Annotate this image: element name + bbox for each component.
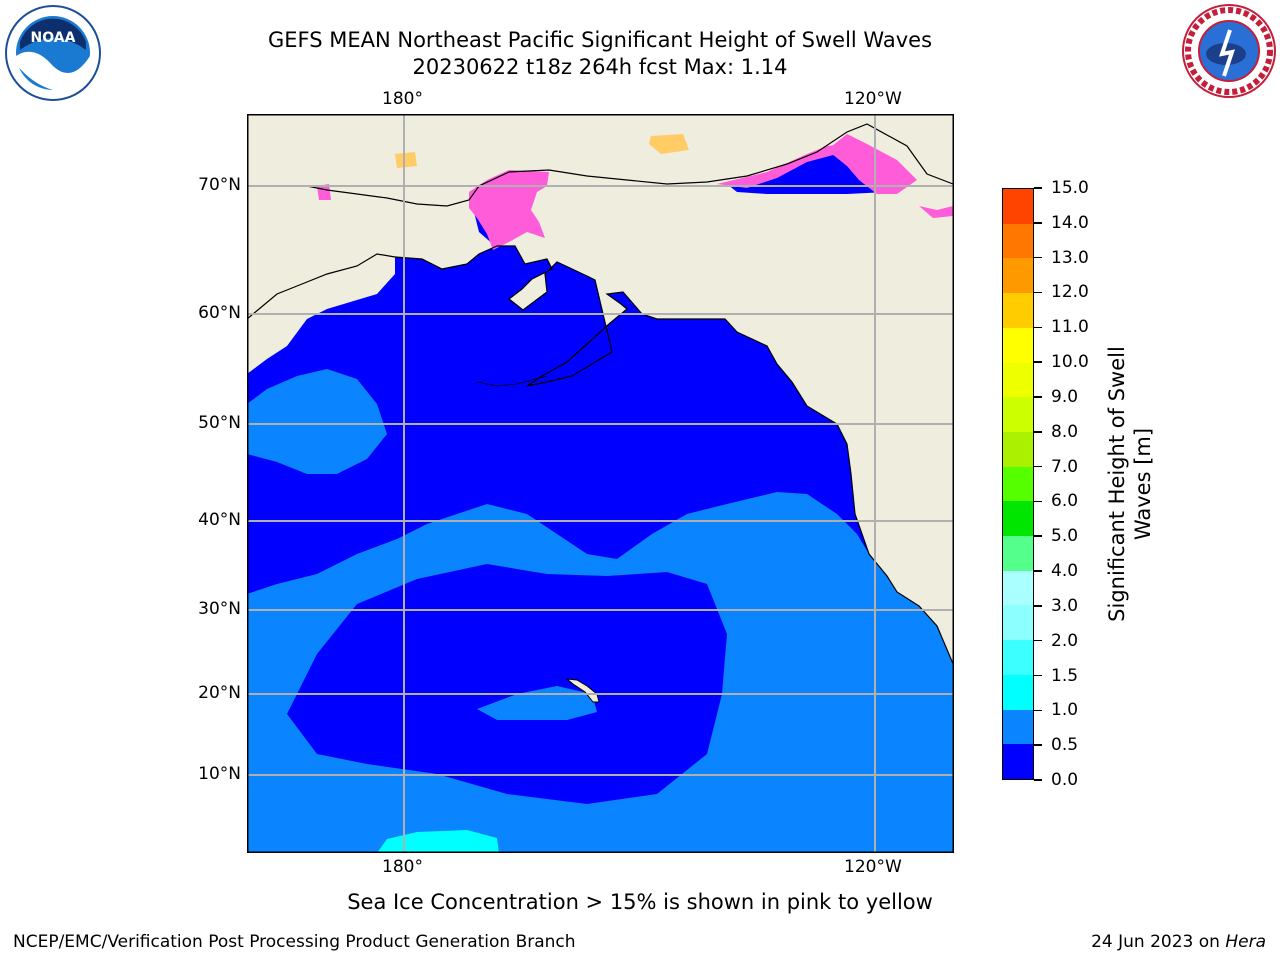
colorbar-tick	[1034, 361, 1042, 363]
lat-label-20n: 20°N	[198, 683, 241, 703]
sea-ice-beaufort	[717, 144, 843, 188]
footer-host: Hera	[1225, 932, 1266, 952]
noaa-logo: NOAA	[5, 5, 101, 101]
lon-label-120w-bottom: 120°W	[844, 857, 902, 877]
colorbar-tick-label: 4.0	[1051, 561, 1079, 582]
sea-ice-chukchi	[469, 170, 549, 250]
colorbar-segment	[1003, 640, 1033, 675]
swell-height-map	[247, 114, 954, 853]
colorbar-tick-label: 12.0	[1051, 282, 1089, 303]
sea-ice-east	[919, 206, 953, 218]
colorbar-tick	[1034, 605, 1042, 607]
colorbar-tick-label: 10.0	[1051, 352, 1089, 373]
colorbar-segment	[1003, 223, 1033, 259]
lat-label-70n: 70°N	[198, 175, 241, 195]
ocean-low-subtropic-pocket	[287, 564, 727, 804]
colorbar-tick	[1034, 187, 1042, 189]
colorbar-label: Significant Height of Swell Waves [m]	[1104, 329, 1156, 639]
ocean-mid-west-patch	[247, 369, 387, 474]
colorbar-tick-label: 14.0	[1051, 212, 1089, 233]
sea-ice-note: Sea Ice Concentration > 15% is shown in …	[347, 890, 933, 914]
colorbar-tick-label: 3.0	[1051, 595, 1079, 616]
sea-ice-west	[317, 184, 331, 200]
colorbar-tick	[1034, 396, 1042, 398]
colorbar-tick-label: 13.0	[1051, 247, 1089, 268]
coastline-alaska	[394, 245, 954, 667]
colorbar-segment	[1003, 189, 1033, 224]
colorbar-tick-label: 0.5	[1051, 735, 1079, 756]
hawaii-islands	[565, 678, 600, 703]
sea-ice-wrangel	[395, 152, 417, 168]
colorbar-tick-label: 6.0	[1051, 491, 1079, 512]
colorbar-tick-label: 15.0	[1051, 178, 1089, 198]
coastline-arctic	[247, 123, 954, 207]
nws-logo	[1182, 4, 1276, 98]
lat-label-10n: 10°N	[198, 764, 241, 784]
colorbar-segment	[1003, 536, 1033, 571]
footer-date: 24 Jun 2023 on	[1091, 932, 1226, 952]
colorbar-segment	[1003, 570, 1033, 606]
colorbar-tick	[1034, 570, 1042, 572]
colorbar-tick	[1034, 535, 1042, 537]
colorbar-segment	[1003, 362, 1033, 398]
colorbar-segment	[1003, 605, 1033, 641]
colorbar-segment	[1003, 466, 1033, 502]
colorbar-tick-label: 8.0	[1051, 421, 1079, 442]
colorbar-tick	[1034, 291, 1042, 294]
colorbar-tick-label: 11.0	[1051, 317, 1089, 338]
chart-subtitle: 20230622 t18z 264h fcst Max: 1.14	[412, 55, 788, 79]
colorbar-tick	[1034, 326, 1042, 329]
colorbar-segment	[1003, 501, 1033, 537]
lon-label-180-top: 180°	[382, 89, 423, 109]
colorbar-tick	[1034, 431, 1042, 433]
colorbar	[1002, 188, 1034, 780]
aleutian-islands	[476, 375, 548, 387]
colorbar-label-text: Significant Height of Swell Waves [m]	[1105, 346, 1155, 622]
lon-label-180-bottom: 180°	[382, 857, 423, 877]
svg-text:NOAA: NOAA	[31, 30, 76, 46]
sea-ice-canadian	[827, 134, 917, 194]
chart-title: GEFS MEAN Northeast Pacific Significant …	[267, 28, 933, 52]
colorbar-tick-label: 1.5	[1051, 665, 1079, 686]
graticule	[247, 114, 954, 853]
colorbar-segment	[1003, 709, 1033, 745]
colorbar-segment	[1003, 258, 1033, 294]
colorbar-tick-label: 7.0	[1051, 456, 1079, 477]
colorbar-tick-label: 1.0	[1051, 700, 1079, 721]
lat-label-60n: 60°N	[198, 303, 241, 323]
footer-left: NCEP/EMC/Verification Post Processing Pr…	[13, 932, 576, 952]
sea-ice-island	[649, 134, 689, 154]
colorbar-tick	[1034, 744, 1042, 746]
lat-label-40n: 40°N	[198, 510, 241, 530]
colorbar-tick	[1034, 222, 1042, 224]
lat-label-50n: 50°N	[198, 413, 241, 433]
colorbar-tick-label: 5.0	[1051, 526, 1079, 547]
colorbar-segment	[1003, 397, 1033, 432]
ocean-cyan-south-patch	[377, 830, 499, 853]
colorbar-segment	[1003, 431, 1033, 467]
lat-label-30n: 30°N	[198, 599, 241, 619]
colorbar-tick	[1034, 639, 1042, 642]
colorbar-segment	[1003, 327, 1033, 363]
colorbar-tick	[1034, 709, 1042, 712]
colorbar-tick	[1034, 256, 1042, 259]
footer-right: 24 Jun 2023 on Hera	[1091, 932, 1266, 952]
colorbar-tick-label: 2.0	[1051, 630, 1079, 651]
colorbar-tick	[1034, 674, 1042, 677]
lon-label-120w-top: 120°W	[844, 89, 902, 109]
coastline-chukotka	[247, 253, 396, 320]
colorbar-segment	[1003, 674, 1033, 710]
colorbar-segment	[1003, 744, 1033, 779]
colorbar-tick	[1034, 465, 1042, 468]
colorbar-tick-label: 9.0	[1051, 386, 1079, 407]
colorbar-tick	[1034, 779, 1042, 781]
colorbar-tick-label: 0.0	[1051, 770, 1079, 790]
colorbar-tick	[1034, 500, 1042, 503]
map-frame	[247, 114, 954, 853]
colorbar-segment	[1003, 293, 1033, 328]
